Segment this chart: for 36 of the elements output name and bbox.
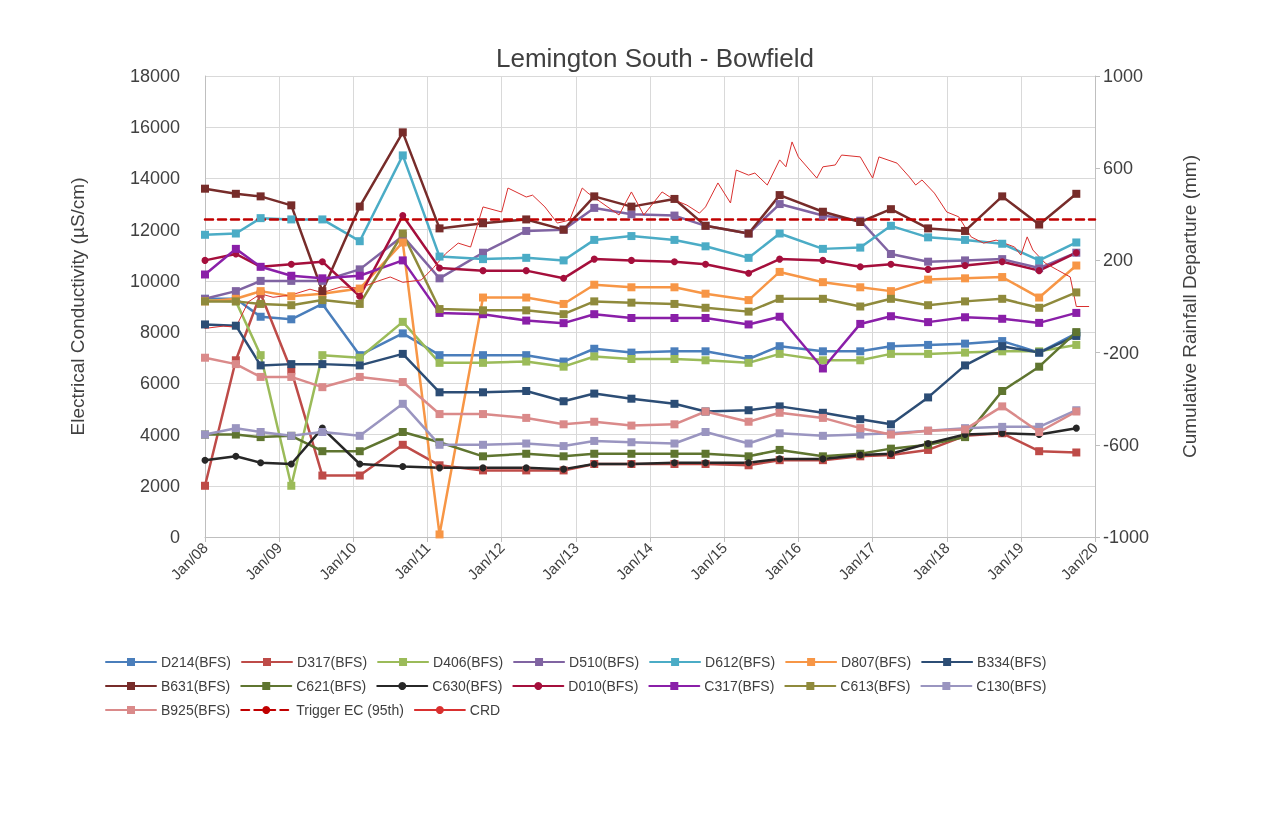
- chart-title: Lemington South - Bowfield: [496, 43, 814, 73]
- y2-tick-label: -1000: [1103, 527, 1150, 547]
- legend-label: D406(BFS): [433, 654, 504, 670]
- legend-label: D807(BFS): [841, 654, 912, 670]
- legend-label: C630(BFS): [432, 678, 503, 694]
- legend-label: D214(BFS): [161, 654, 232, 670]
- legend-label: C130(BFS): [976, 678, 1047, 694]
- y2-axis-title: Cumulative Rainfall Departure (mm): [1179, 154, 1200, 459]
- legend-label: B631(BFS): [161, 678, 231, 694]
- legend-label: D612(BFS): [705, 654, 776, 670]
- y2-tick-label: -600: [1103, 434, 1140, 455]
- y-axis-title: Electrical Conductivity (µS/cm): [67, 177, 88, 436]
- legend-label: B334(BFS): [977, 654, 1047, 670]
- y-tick-label: 10000: [129, 270, 180, 291]
- y-tick-label: 6000: [139, 373, 180, 394]
- y2-tick-label: -200: [1103, 342, 1140, 363]
- y-tick-label: 14000: [129, 168, 180, 189]
- y-tick-label: 2000: [139, 475, 180, 496]
- legend-label: D010(BFS): [568, 678, 639, 694]
- y-tick-label: 8000: [139, 322, 180, 343]
- y-tick-label: 16000: [129, 117, 180, 138]
- y-tick-label: 12000: [129, 219, 180, 240]
- legend-label: B925(BFS): [161, 702, 231, 718]
- legend-label: CRD: [469, 702, 501, 718]
- legend-label: Trigger EC (95th): [296, 702, 404, 718]
- legend-label: D510(BFS): [569, 654, 640, 670]
- legend-label: C613(BFS): [840, 678, 911, 694]
- y2-tick-label: 200: [1103, 250, 1134, 271]
- legend-label: D317(BFS): [297, 654, 368, 670]
- y2-tick-label: 600: [1103, 158, 1134, 179]
- y-tick-label: 4000: [139, 424, 180, 445]
- y2-tick-label: 1000: [1103, 66, 1144, 86]
- legend-label: C621(BFS): [296, 678, 367, 694]
- y-tick-label: 18000: [129, 66, 180, 86]
- y-tick-label: 0: [169, 527, 180, 547]
- legend-label: C317(BFS): [704, 678, 775, 694]
